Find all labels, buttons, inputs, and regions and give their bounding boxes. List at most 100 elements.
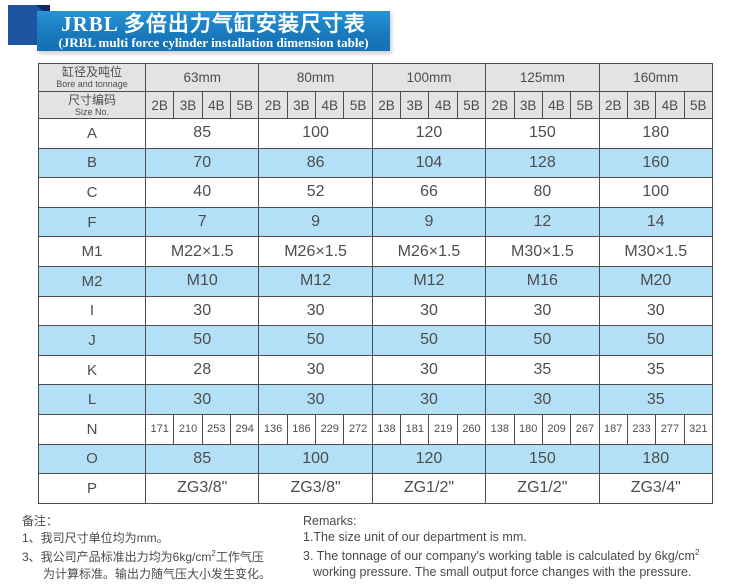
notes-zh-line2-text: 3、我公司产品标准出力均为6kg/cm xyxy=(22,550,212,564)
table-row-O: O 85 100 120 150 180 xyxy=(38,443,713,475)
dim-value-cell: 85 xyxy=(144,443,260,475)
dim-value-cell: 30 xyxy=(485,295,600,327)
dim-value-cell: 294 xyxy=(230,413,260,445)
bore-header-125mm: 125mm xyxy=(485,63,600,92)
dim-value-cell: 30 xyxy=(144,384,260,415)
dim-value-cell: M30×1.5 xyxy=(598,236,713,267)
bore-header-63mm: 63mm xyxy=(144,63,260,92)
dim-value-cell: 100 xyxy=(258,443,373,475)
dim-value-cell: 120 xyxy=(371,118,487,149)
bore-header-80mm: 80mm xyxy=(258,63,373,92)
bore-header-160mm: 160mm xyxy=(598,63,713,92)
dim-value-cell: 180 xyxy=(513,413,543,445)
header-size-no-en: Size No. xyxy=(74,106,109,117)
dim-value-cell: 30 xyxy=(371,384,487,415)
table-row-L: L 30 30 30 30 35 xyxy=(38,384,713,415)
dim-value-cell: 272 xyxy=(343,413,373,445)
row-label: J xyxy=(38,325,146,356)
dim-value-cell: 209 xyxy=(541,413,572,445)
dimension-table: 缸径及吨位 Bore and tonnage 63mm 80mm 100mm 125mm 1… xyxy=(38,63,713,504)
dim-value-cell: 30 xyxy=(485,384,600,415)
table-row-N: N 171 210 253 294 136 186 229 272 138 181 219 260 138… xyxy=(38,413,713,445)
size-code-header: 5B xyxy=(456,91,487,119)
notes-en-line2-text: 3. The tonnage of our company's working … xyxy=(303,549,695,564)
dim-value-cell: 219 xyxy=(428,413,458,445)
row-label: C xyxy=(38,177,146,208)
header-bore-tonnage: 缸径及吨位 Bore and tonnage xyxy=(38,63,146,92)
dim-value-cell: M16 xyxy=(485,265,600,297)
dim-value-cell: 321 xyxy=(683,413,713,445)
dim-value-cell: 40 xyxy=(144,177,260,208)
size-code-header: 3B xyxy=(400,91,430,119)
dim-value-cell: 267 xyxy=(570,413,600,445)
header-bore-tonnage-en: Bore and tonnage xyxy=(56,79,128,89)
page-subtitle: (JRBL multi force cylinder installation … xyxy=(58,34,369,50)
dim-value-cell: 35 xyxy=(598,354,713,386)
table-row-M2: M2 M10 M12 M12 M16 M20 xyxy=(38,265,713,297)
dim-value-cell: 210 xyxy=(173,413,203,445)
notes-zh-line2-tail: 工作气压 xyxy=(215,550,264,564)
size-code-header: 2B xyxy=(144,91,175,119)
dim-value-cell: 30 xyxy=(258,354,373,386)
row-label: K xyxy=(38,354,146,386)
size-code-header: 4B xyxy=(541,91,572,119)
dim-value-cell: 80 xyxy=(485,177,600,208)
notes-en-line2: 3. The tonnage of our company's working … xyxy=(303,545,745,564)
dim-value-cell: 28 xyxy=(144,354,260,386)
dim-value-cell: M12 xyxy=(258,265,373,297)
size-code-header: 3B xyxy=(173,91,203,119)
notes-zh-heading: 备注： xyxy=(22,514,59,528)
table-body: A 85 100 120 150 180 B 70 86 104 128 160 C 40 52 66 80 10… xyxy=(38,118,713,504)
dim-value-cell: M12 xyxy=(371,265,487,297)
row-label: M1 xyxy=(38,236,146,267)
dim-value-cell: 7 xyxy=(144,206,260,238)
dim-value-cell: 187 xyxy=(598,413,628,445)
row-label: O xyxy=(38,443,146,475)
size-code-header: 2B xyxy=(371,91,402,119)
dim-value-cell: 30 xyxy=(371,354,487,386)
table-row-B: B 70 86 104 128 160 xyxy=(38,147,713,179)
notes-zh-line3: 为计算标准。输出力随气压大小发生变化。 xyxy=(43,566,272,581)
size-code-header: 4B xyxy=(428,91,458,119)
size-code-header: 4B xyxy=(655,91,685,119)
dim-value-cell: 14 xyxy=(598,206,713,238)
dim-value-cell: 186 xyxy=(286,413,317,445)
dim-value-cell: ZG3/8" xyxy=(144,473,260,504)
dim-value-cell: M20 xyxy=(598,265,713,297)
dim-value-cell: 181 xyxy=(400,413,430,445)
dim-value-cell: 180 xyxy=(598,443,713,475)
dim-value-cell: ZG3/4" xyxy=(598,473,713,504)
header-row-bore: 缸径及吨位 Bore and tonnage 63mm 80mm 100mm 125mm 1… xyxy=(38,63,713,92)
row-label: P xyxy=(38,473,146,504)
row-label: F xyxy=(38,206,146,238)
dim-value-cell: 50 xyxy=(258,325,373,356)
dim-value-cell: M10 xyxy=(144,265,260,297)
dim-value-cell: 30 xyxy=(371,295,487,327)
dim-value-cell: M26×1.5 xyxy=(371,236,487,267)
dim-value-cell: M22×1.5 xyxy=(144,236,260,267)
header-row-size-code: 尺寸编码 Size No. 2B 3B 4B 5B 2B 3B 4B 5B 2B 3B 4B 5B 2B 3B… xyxy=(38,91,713,119)
dim-value-cell: 180 xyxy=(598,118,713,149)
size-code-header: 3B xyxy=(626,91,657,119)
table-row-C: C 40 52 66 80 100 xyxy=(38,177,713,208)
dim-value-cell: 120 xyxy=(371,443,487,475)
dim-value-cell: M26×1.5 xyxy=(258,236,373,267)
dim-value-cell: 104 xyxy=(371,147,487,179)
dim-value-cell: 30 xyxy=(258,384,373,415)
table-row-F: F 7 9 9 12 14 xyxy=(38,206,713,238)
notes-en-heading: Remarks: xyxy=(303,514,357,528)
dim-value-cell: 253 xyxy=(201,413,232,445)
dim-value-cell: 50 xyxy=(144,325,260,356)
dim-value-cell: 160 xyxy=(598,147,713,179)
dim-value-cell: 233 xyxy=(626,413,657,445)
size-code-header: 5B xyxy=(683,91,713,119)
header-size-no: 尺寸编码 Size No. xyxy=(38,91,146,119)
table-row-P: P ZG3/8" ZG3/8" ZG1/2" ZG1/2" ZG3/4" xyxy=(38,473,713,504)
notes-en-line1: 1.The size unit of our department is mm. xyxy=(303,530,527,544)
dim-value-cell: 150 xyxy=(485,118,600,149)
dim-value-cell: ZG3/8" xyxy=(258,473,373,504)
dim-value-cell: 50 xyxy=(371,325,487,356)
superscript: 2 xyxy=(211,549,216,558)
row-label: A xyxy=(38,118,146,149)
dim-value-cell: 171 xyxy=(144,413,175,445)
